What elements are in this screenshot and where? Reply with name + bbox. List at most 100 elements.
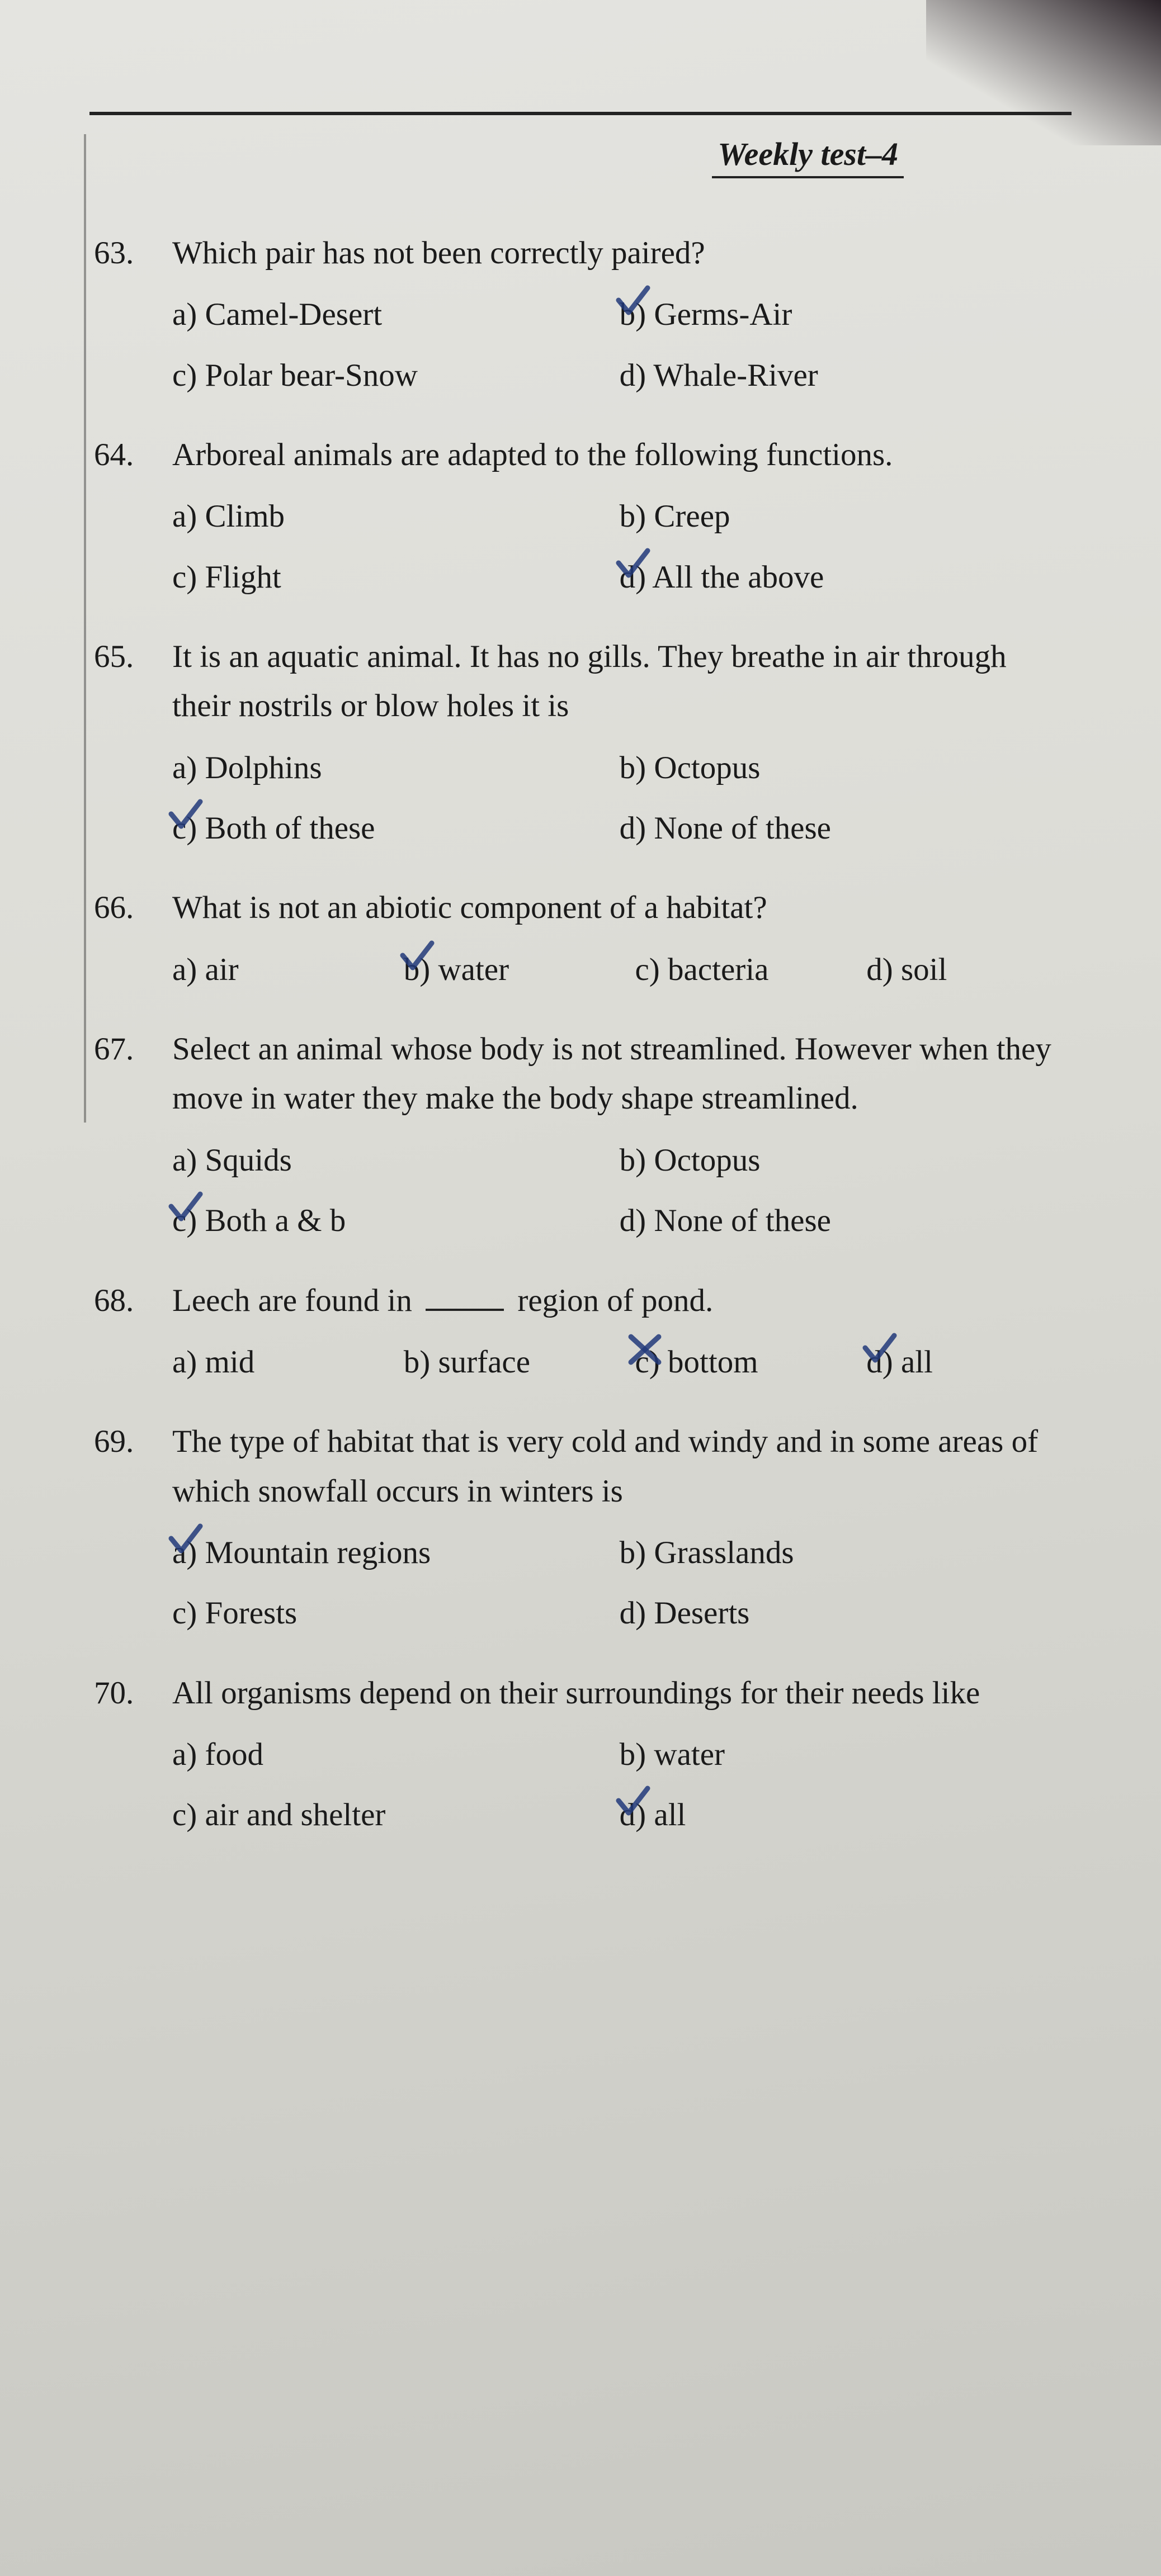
- option-text: air: [205, 952, 239, 987]
- option-marker: a): [172, 1535, 197, 1570]
- option-marker: d): [620, 1203, 646, 1238]
- option-marker: d): [620, 560, 646, 595]
- answer-option[interactable]: b) water: [404, 945, 602, 995]
- photo-corner-shadow: [926, 0, 1161, 145]
- option-marker: a): [172, 750, 197, 785]
- option-text: Germs-Air: [654, 297, 792, 332]
- answer-option[interactable]: a) Dolphins: [172, 744, 586, 793]
- question-body: Leech are found in region of pond.a) mid…: [172, 1276, 1072, 1399]
- option-text: All the above: [652, 560, 824, 595]
- option-marker: b): [620, 1143, 646, 1178]
- option-text: surface: [438, 1344, 530, 1380]
- option-row: a) Climb b) Creep: [172, 492, 1072, 541]
- option-row: c) Flight d) All the above: [172, 553, 1072, 602]
- answer-option[interactable]: d) soil: [866, 945, 1064, 995]
- answer-option[interactable]: c) Flight: [172, 553, 586, 602]
- question-number: 64.: [89, 430, 172, 480]
- option-text: all: [901, 1344, 933, 1380]
- question: 68.Leech are found in region of pond.a) …: [89, 1276, 1072, 1399]
- option-text: Grasslands: [654, 1535, 794, 1570]
- option-text: Both a & b: [205, 1203, 346, 1238]
- option-marker: d): [620, 811, 646, 846]
- option-row: c) Forests d) Deserts: [172, 1589, 1072, 1638]
- question: 67.Select an animal whose body is not st…: [89, 1025, 1072, 1257]
- option-marker: c): [172, 358, 197, 393]
- answer-option[interactable]: c) Both of these: [172, 804, 586, 853]
- answer-option[interactable]: a) air: [172, 945, 370, 995]
- answer-option[interactable]: a) Squids: [172, 1136, 586, 1185]
- option-row: c) Both of these d) None of these: [172, 804, 1072, 853]
- page-title: Weekly test–4: [712, 135, 904, 178]
- option-marker: a): [172, 1344, 197, 1380]
- header-line: Weekly test–4: [89, 135, 1072, 178]
- option-row: c) air and shelter d) all: [172, 1791, 1072, 1840]
- answer-option[interactable]: c) Polar bear-Snow: [172, 351, 586, 400]
- option-text: Forests: [205, 1595, 298, 1631]
- option-text: None of these: [654, 811, 831, 846]
- option-text: water: [438, 952, 509, 987]
- answer-option[interactable]: b) Octopus: [620, 744, 1033, 793]
- answer-option[interactable]: c) bacteria: [635, 945, 833, 995]
- answer-option[interactable]: d) Deserts: [620, 1589, 1033, 1638]
- question: 65.It is an aquatic animal. It has no gi…: [89, 632, 1072, 864]
- option-text: Flight: [205, 560, 281, 595]
- answer-option[interactable]: b) Creep: [620, 492, 1033, 541]
- answer-option[interactable]: b) Grasslands: [620, 1528, 1033, 1578]
- option-marker: a): [172, 952, 197, 987]
- answer-option[interactable]: c) Both a & b: [172, 1196, 586, 1246]
- answer-option[interactable]: b) surface: [404, 1338, 602, 1387]
- option-row: a) Squids b) Octopus: [172, 1136, 1072, 1185]
- option-text: Polar bear-Snow: [205, 358, 418, 393]
- option-marker: c): [635, 952, 660, 987]
- answer-option[interactable]: a) food: [172, 1730, 586, 1779]
- answer-option[interactable]: d) All the above: [620, 553, 1033, 602]
- answer-option[interactable]: d) None of these: [620, 1196, 1033, 1246]
- option-marker: b): [620, 750, 646, 785]
- question-number: 69.: [89, 1417, 172, 1466]
- answer-option[interactable]: d) None of these: [620, 804, 1033, 853]
- answer-option[interactable]: b) Octopus: [620, 1136, 1033, 1185]
- answer-option[interactable]: c) Forests: [172, 1589, 586, 1638]
- option-marker: c): [172, 1203, 197, 1238]
- option-text: Mountain regions: [205, 1535, 431, 1570]
- option-row: c) Both a & b d) None of these: [172, 1196, 1072, 1246]
- answer-option[interactable]: b) Germs-Air: [620, 290, 1033, 339]
- question-body: Select an animal whose body is not strea…: [172, 1025, 1072, 1257]
- question-body: Arboreal animals are adapted to the foll…: [172, 430, 1072, 613]
- option-marker: a): [172, 499, 197, 534]
- option-marker: d): [620, 358, 646, 393]
- option-text: Dolphins: [205, 750, 322, 785]
- answer-option[interactable]: d) Whale-River: [620, 351, 1033, 400]
- answer-option[interactable]: a) Climb: [172, 492, 586, 541]
- answer-option[interactable]: a) Mountain regions: [172, 1528, 586, 1578]
- answer-option[interactable]: d) all: [866, 1338, 1064, 1387]
- question-number: 63.: [89, 229, 172, 278]
- answer-option[interactable]: d) all: [620, 1791, 1033, 1840]
- option-row: c) Polar bear-Snow d) Whale-River: [172, 351, 1072, 400]
- questions-list: 63.Which pair has not been correctly pai…: [89, 229, 1072, 1852]
- option-row: a) food b) water: [172, 1730, 1072, 1779]
- option-marker: b): [620, 499, 646, 534]
- question-stem: It is an aquatic animal. It has no gills…: [172, 632, 1072, 731]
- answer-option[interactable]: a) Camel-Desert: [172, 290, 586, 339]
- question-stem: Which pair has not been correctly paired…: [172, 229, 1072, 278]
- answer-option[interactable]: a) mid: [172, 1338, 370, 1387]
- answer-option[interactable]: c) air and shelter: [172, 1791, 586, 1840]
- option-marker: d): [866, 1344, 893, 1380]
- question-body: It is an aquatic animal. It has no gills…: [172, 632, 1072, 864]
- option-text: Whale-River: [653, 358, 818, 393]
- option-text: all: [654, 1797, 686, 1832]
- answer-option[interactable]: b) water: [620, 1730, 1033, 1779]
- question: 69.The type of habitat that is very cold…: [89, 1417, 1072, 1649]
- option-marker: a): [172, 1143, 197, 1178]
- option-marker: c): [172, 811, 197, 846]
- answer-option[interactable]: c) bottom: [635, 1338, 833, 1387]
- option-text: air and shelter: [205, 1797, 386, 1832]
- option-text: mid: [205, 1344, 255, 1380]
- question: 70.All organisms depend on their surroun…: [89, 1669, 1072, 1852]
- option-marker: b): [404, 952, 430, 987]
- left-margin-rule: [84, 134, 86, 1123]
- option-text: Creep: [654, 499, 730, 534]
- question-body: All organisms depend on their surroundin…: [172, 1669, 1072, 1852]
- question-number: 68.: [89, 1276, 172, 1325]
